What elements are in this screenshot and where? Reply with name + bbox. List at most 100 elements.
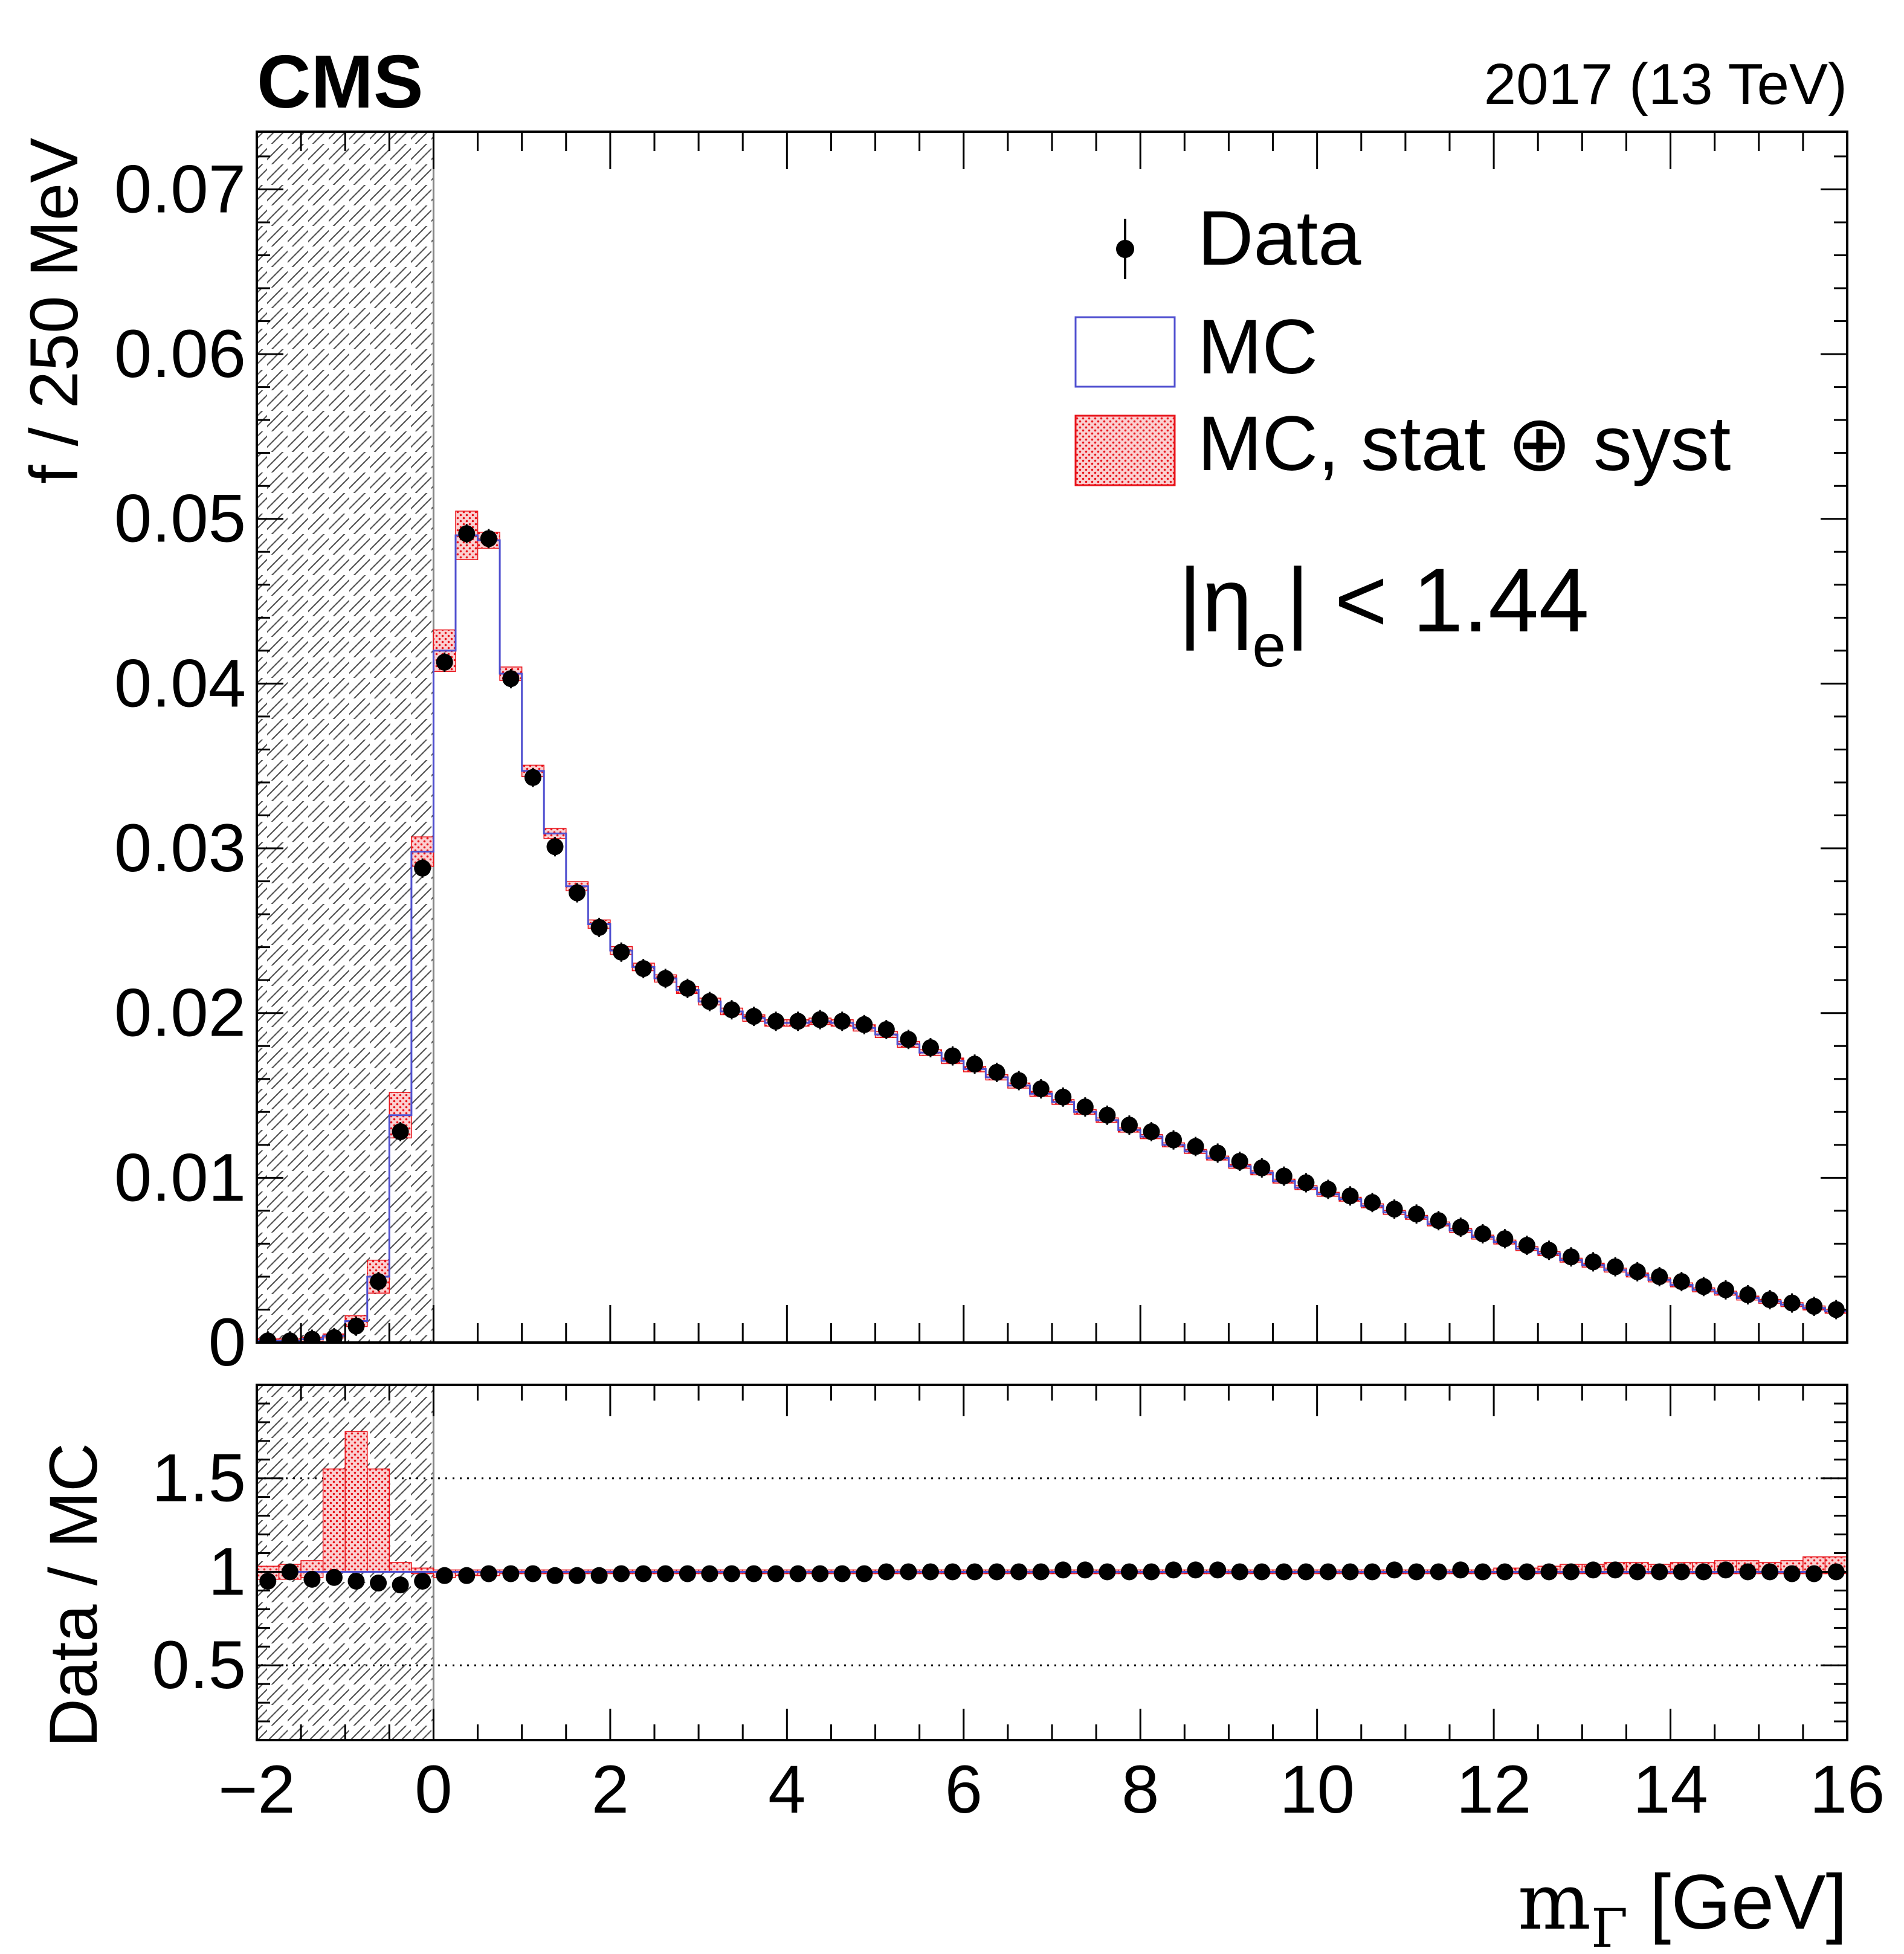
data-point — [1518, 1237, 1535, 1254]
data-point — [1386, 1201, 1403, 1218]
data-point — [1032, 1080, 1050, 1098]
ratio-point — [812, 1565, 829, 1582]
main-excluded-region — [257, 132, 434, 1343]
data-point — [1563, 1248, 1580, 1266]
data-point — [1099, 1106, 1116, 1124]
ratio-point — [392, 1576, 409, 1594]
ratio-panel: 0.5 1 1.5 −2 0 2 4 6 8 10 12 14 16 — [152, 1384, 1885, 1827]
ratio-point — [524, 1565, 541, 1582]
data-point — [590, 918, 608, 936]
legend: Data MC MC, stat ⊕ syst — [1074, 195, 1731, 487]
data-point — [1607, 1258, 1624, 1275]
legend-data-marker — [1116, 240, 1134, 258]
data-point — [1628, 1263, 1646, 1280]
ratio-point — [1032, 1563, 1050, 1581]
ratio-point — [613, 1565, 630, 1582]
eta-annotation-main: |η — [1178, 549, 1252, 651]
ratio-point — [1231, 1563, 1248, 1581]
ratio-point — [944, 1563, 961, 1581]
data-point — [789, 1013, 807, 1030]
data-point — [1253, 1159, 1271, 1176]
ratio-point — [1165, 1561, 1183, 1579]
data-point — [414, 859, 431, 877]
ratio-point — [1607, 1561, 1624, 1579]
ratio-point — [325, 1569, 343, 1586]
data-point — [1120, 1117, 1138, 1134]
ratio-point — [1452, 1561, 1470, 1579]
ratio-point — [1430, 1563, 1447, 1581]
x-tick-label: 8 — [1121, 1752, 1159, 1827]
y-tick-label: 1.5 — [152, 1440, 246, 1516]
y-tick-label: 0.07 — [114, 151, 246, 227]
y-tick-label: 0.01 — [114, 1140, 246, 1215]
data-point — [1231, 1153, 1248, 1170]
ratio-point — [1120, 1563, 1138, 1581]
ratio-point — [1695, 1563, 1712, 1581]
ratio-point — [502, 1565, 520, 1582]
energy-label: 2017 (13 TeV) — [1484, 52, 1847, 117]
data-point — [1673, 1273, 1690, 1291]
ratio-point — [921, 1563, 939, 1581]
ratio-point — [767, 1565, 785, 1582]
ratio-point — [833, 1565, 851, 1582]
experiment-label: CMS — [257, 40, 424, 124]
ratio-plot-area — [257, 1385, 1847, 1740]
data-point — [259, 1332, 277, 1343]
data-point — [1341, 1187, 1359, 1205]
data-point — [1430, 1212, 1447, 1230]
legend-data-label: Data — [1198, 195, 1361, 282]
y-tick-label: 0.05 — [114, 481, 246, 556]
x-tick-label: 6 — [945, 1752, 983, 1827]
ratio-point — [1651, 1563, 1668, 1581]
data-point — [392, 1123, 409, 1141]
data-point — [1076, 1098, 1094, 1116]
data-point — [634, 960, 652, 978]
ratio-point — [877, 1563, 895, 1581]
ratio-point — [1187, 1561, 1204, 1579]
x-tick-label: 4 — [768, 1752, 805, 1827]
y-tick-label: 0.04 — [114, 645, 246, 721]
data-point — [1717, 1281, 1734, 1298]
data-point — [1452, 1219, 1470, 1236]
data-point — [303, 1330, 321, 1343]
ratio-point — [480, 1565, 497, 1582]
data-point — [1739, 1286, 1757, 1303]
ratio-point — [1806, 1565, 1823, 1582]
eta-annotation-rest: | < 1.44 — [1286, 549, 1589, 651]
x-tick-label: 2 — [592, 1752, 629, 1827]
ratio-point — [1076, 1561, 1094, 1579]
data-point — [944, 1047, 961, 1065]
data-point — [1408, 1205, 1425, 1223]
ratio-point — [370, 1575, 387, 1592]
data-point — [723, 1001, 740, 1019]
ratio-point — [856, 1565, 873, 1582]
data-point — [1054, 1088, 1072, 1106]
data-point — [1651, 1268, 1668, 1285]
data-point — [877, 1021, 895, 1038]
y-tick-label: 0 — [208, 1304, 246, 1380]
data-point — [1297, 1174, 1315, 1191]
main-frame — [256, 131, 1848, 1344]
ratio-point — [281, 1563, 299, 1581]
ratio-point — [900, 1563, 917, 1581]
data-point — [347, 1317, 365, 1335]
data-point — [701, 993, 718, 1010]
x-tick-label: −2 — [218, 1752, 295, 1827]
data-point — [1364, 1194, 1381, 1211]
ratio-point — [546, 1567, 564, 1584]
ratio-band-bin — [389, 1562, 412, 1573]
x-tick-label: 0 — [415, 1752, 452, 1827]
data-point — [569, 884, 586, 901]
data-point — [1761, 1291, 1779, 1309]
data-point — [1540, 1242, 1558, 1259]
mc-histogram-line — [257, 534, 1847, 1342]
ratio-point — [1783, 1565, 1801, 1582]
ratio-point — [436, 1567, 453, 1584]
x-axis-title-sub: Γ — [1591, 1897, 1628, 1951]
ratio-point — [701, 1565, 718, 1582]
ratio-ylabel: Data / MC — [36, 1443, 111, 1747]
data-point — [1496, 1230, 1514, 1248]
data-point — [900, 1031, 917, 1048]
data-point — [1010, 1072, 1028, 1089]
